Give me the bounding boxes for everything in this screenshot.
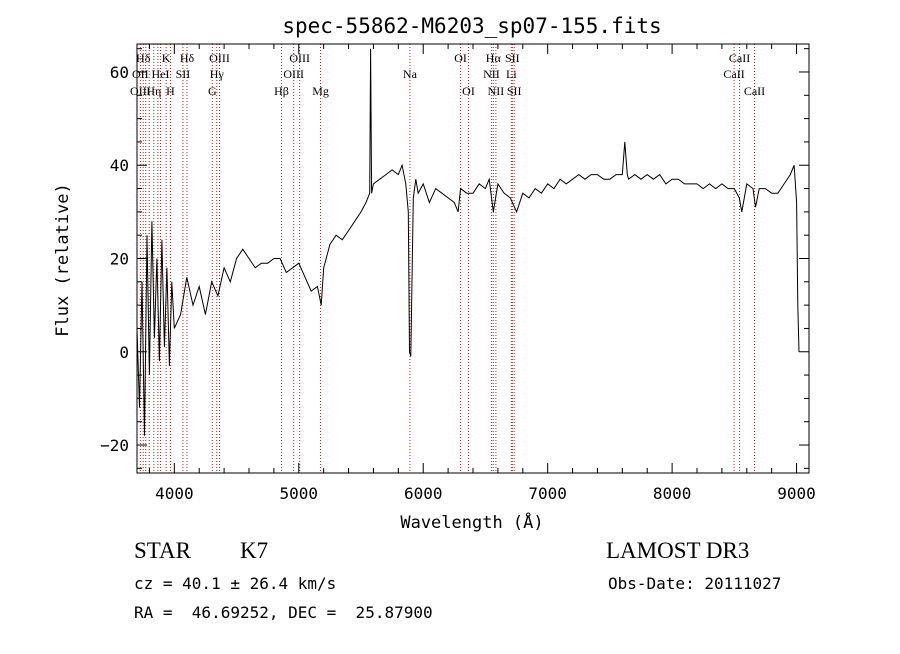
line-label: OIII	[209, 51, 230, 65]
coordinates: RA = 46.69252, DEC = 25.87900	[134, 603, 433, 622]
line-label: HeI	[152, 67, 170, 81]
line-label: OIII	[289, 51, 310, 65]
line-label: Hδ	[180, 51, 195, 65]
line-label: CaII	[744, 84, 765, 98]
x-tick-label: 4000	[155, 484, 194, 503]
y-tick-label: 20	[110, 250, 129, 269]
x-tick-label: 7000	[528, 484, 567, 503]
line-label: Hη	[146, 84, 161, 98]
line-label: SII	[176, 67, 191, 81]
x-axis-label: Wavelength (Å)	[400, 511, 543, 533]
redshift-cz: cz = 40.1 ± 26.4 km/s	[134, 574, 337, 593]
x-tick-label: 8000	[653, 484, 692, 503]
spectral-line-markers	[139, 44, 755, 473]
line-label: Hβ	[274, 84, 289, 98]
line-label: Mg	[312, 84, 329, 98]
y-tick-label: 40	[110, 156, 129, 175]
line-label: Hα	[486, 51, 502, 65]
x-tick-label: 6000	[404, 484, 443, 503]
line-label: OII	[132, 67, 149, 81]
line-label: Hγ	[210, 67, 225, 81]
line-label: OIII	[130, 84, 151, 98]
line-label: G	[208, 84, 217, 98]
line-label: OI	[462, 84, 475, 98]
line-label: CaII	[723, 67, 744, 81]
series-line-flux	[136, 48, 800, 436]
plot-frame	[136, 43, 810, 474]
line-label: Na	[403, 67, 418, 81]
line-label: H	[166, 84, 175, 98]
y-axis-label: Flux (relative)	[53, 183, 73, 337]
chart-title: spec-55862-M6203_sp07-155.fits	[282, 14, 661, 38]
axis-ticks: 4000 5000 6000 7000 8000 9000 −20 0 20 40 60	[100, 44, 816, 503]
line-label: SII	[505, 51, 520, 65]
series-layer	[136, 48, 800, 436]
y-tick-label: −20	[100, 436, 129, 455]
y-tick-label: 0	[119, 343, 129, 362]
line-label: Hδ	[136, 51, 151, 65]
line-label: OI	[454, 51, 467, 65]
observation-date: Obs-Date: 20111027	[608, 574, 782, 593]
line-label: K	[162, 51, 171, 65]
x-tick-label: 9000	[777, 484, 816, 503]
object-subclass: K7	[240, 538, 269, 563]
object-class: STAR	[134, 538, 191, 563]
line-label: OIII	[283, 67, 304, 81]
line-label: NII	[483, 67, 500, 81]
x-tick-label: 5000	[280, 484, 319, 503]
line-label: SII	[507, 84, 522, 98]
line-label: NII	[488, 84, 505, 98]
line-label: CaII	[729, 51, 750, 65]
survey-name: LAMOST DR3	[606, 538, 750, 563]
y-tick-label: 60	[110, 63, 129, 82]
line-label: Li	[506, 67, 517, 81]
